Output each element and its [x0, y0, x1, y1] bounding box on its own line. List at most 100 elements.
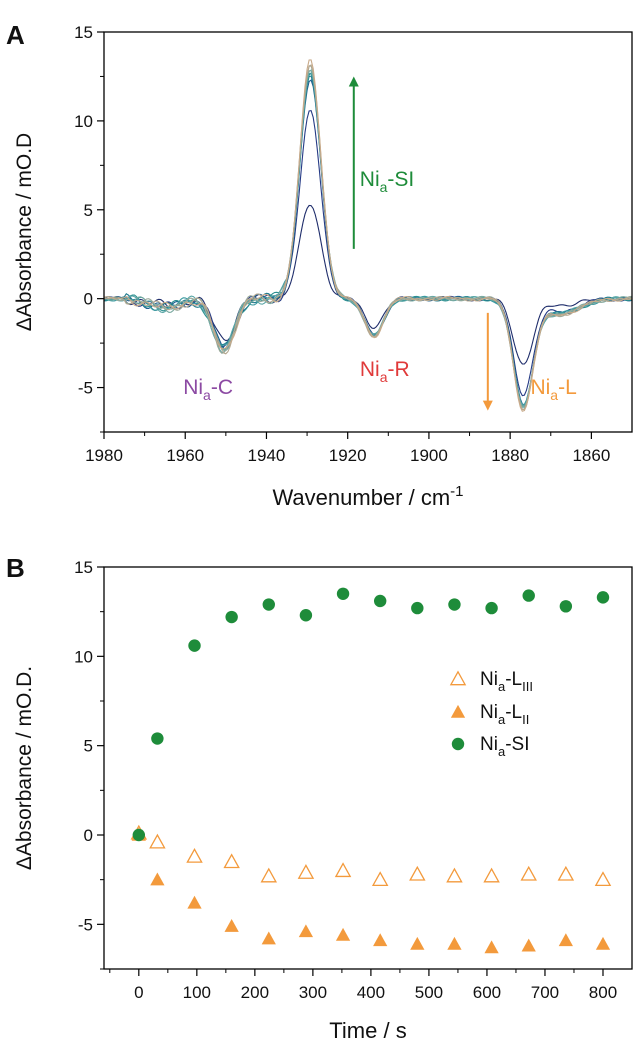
panel-b-point — [411, 601, 424, 615]
annotation-base: Ni — [530, 376, 550, 399]
panel-a-arrows — [348, 76, 493, 411]
panel-a-spectrum-line — [103, 204, 632, 365]
panel-b-y-ticks: -5 0 5 10 15 — [74, 558, 104, 970]
panel-b-point — [298, 924, 314, 938]
panel-a-annotation: Nia-L — [530, 376, 576, 403]
panel-b-x-tick-label: 500 — [415, 983, 443, 1002]
panel-a-y-axis-label: ΔAbsorbance / mO.D — [13, 133, 36, 331]
legend-label-base: Ni — [480, 702, 498, 723]
panel-a-x-axis-label-sup: -1 — [450, 483, 463, 500]
panel-a-x-tick-label: 1900 — [410, 446, 448, 465]
panel-b-point — [484, 940, 499, 954]
panel-b-point — [371, 871, 389, 887]
legend-label: Nia-LII — [480, 702, 529, 727]
panel-b-point — [261, 931, 276, 945]
panel-b-point — [447, 936, 462, 950]
panel-b-point — [410, 936, 425, 950]
panel-a-y-tick-label: 0 — [84, 290, 93, 309]
panel-b-point — [335, 927, 351, 941]
panel-a-y-ticks: -5 0 5 10 15 — [74, 23, 104, 433]
panel-a-y-tick-label: 15 — [74, 23, 93, 42]
panel-b-point — [150, 872, 165, 886]
panel-a-x-tick-label: 1940 — [248, 446, 286, 465]
annotation-base: Ni — [360, 358, 380, 381]
panel-b-point — [334, 862, 352, 878]
panel-a-spectrum-line — [103, 79, 633, 406]
panel-b-point — [409, 865, 426, 881]
panel-b-point — [336, 587, 350, 600]
legend-label-base: Ni — [480, 669, 498, 690]
legend-label-rest-subscript: III — [522, 679, 533, 694]
panel-b-point — [260, 867, 278, 883]
panel-a-annotation: Nia-R — [360, 358, 410, 385]
panel-a-frame — [103, 31, 633, 433]
panel-b-point — [373, 594, 387, 608]
annotation-base: Ni — [360, 168, 380, 191]
annotation-base: Ni — [183, 376, 203, 399]
panel-b-x-tick-label: 800 — [589, 983, 617, 1002]
panel-a-spectrum-line — [103, 72, 633, 406]
panel-b-point — [594, 871, 612, 887]
panel-a-label: A — [6, 20, 25, 50]
panel-b-point — [225, 610, 238, 624]
panel-b-point — [595, 936, 611, 950]
panel-b-x-tick-label: 700 — [531, 983, 559, 1002]
panel-b-point — [297, 864, 315, 879]
panel-b-x-ticks: 0 100 200 300 400 500 600 700 800 — [109, 969, 617, 1002]
legend-label-rest-subscript: II — [522, 712, 529, 727]
panel-b-x-tick-label: 100 — [183, 983, 211, 1002]
panel-b-point — [151, 732, 164, 745]
panel-b-y-tick-label: 10 — [74, 647, 93, 666]
legend-marker — [450, 704, 466, 718]
panel-b-point — [373, 933, 388, 947]
panel-b-point — [188, 639, 201, 652]
panel-b-x-tick-label: 400 — [357, 983, 385, 1002]
panel-b-point — [187, 895, 202, 909]
legend-label-subscript: a — [498, 712, 506, 727]
panel-b-point — [558, 933, 573, 947]
annotation-rest: -L — [558, 376, 577, 399]
panel-b-frame — [103, 566, 633, 970]
panel-b-point — [262, 598, 275, 611]
panel-a-spectra — [103, 59, 633, 412]
panel-a-spectrum-line — [103, 69, 633, 408]
panel-a-spectrum-line — [103, 75, 633, 406]
panel-b-point — [520, 865, 537, 881]
panel-b-point — [224, 918, 239, 932]
panel-b-point — [132, 828, 146, 842]
panel-b-point — [596, 591, 610, 604]
panel-b-point — [483, 867, 500, 883]
panel-a-x-axis-label: Wavenumber / cm-1 — [272, 483, 463, 510]
panel-a-x-tick-label: 1920 — [329, 446, 367, 465]
panel-b-point — [446, 867, 463, 883]
panel-b-point — [186, 847, 203, 863]
panel-a-x-tick-label: 1960 — [166, 446, 204, 465]
panel-a-spectrum-line — [103, 59, 633, 412]
panel-b-x-axis-label: Time / s — [329, 1018, 406, 1043]
panel-b-x-tick-label: 0 — [134, 983, 143, 1002]
annotation-subscript: a — [380, 179, 388, 195]
legend-label-subscript: a — [498, 744, 506, 759]
panel-b-x-tick-label: 200 — [241, 983, 269, 1002]
panel-a-x-ticks: 1980 1960 1940 1920 1900 1880 1860 — [85, 432, 610, 465]
panel-b-y-tick-label: -5 — [78, 915, 93, 934]
panel-b-point — [299, 609, 313, 622]
panel-b-point — [557, 865, 575, 881]
panel-a-spectrum-line — [103, 69, 633, 407]
panel-a-y-tick-label: 5 — [84, 201, 93, 220]
annotation-subscript: a — [203, 387, 211, 403]
annotation-rest: -R — [388, 358, 410, 381]
legend-label: Nia-LIII — [480, 669, 533, 694]
panel-a-arrow-head — [482, 400, 493, 411]
panel-a-x-tick-label: 1980 — [85, 446, 123, 465]
panel-b-x-tick-label: 300 — [299, 983, 327, 1002]
annotation-subscript: a — [380, 369, 388, 385]
panel-b-point — [149, 833, 166, 849]
panel-b-point — [448, 598, 461, 611]
legend-label-rest: -L — [505, 702, 522, 723]
panel-b-label: B — [6, 553, 25, 583]
